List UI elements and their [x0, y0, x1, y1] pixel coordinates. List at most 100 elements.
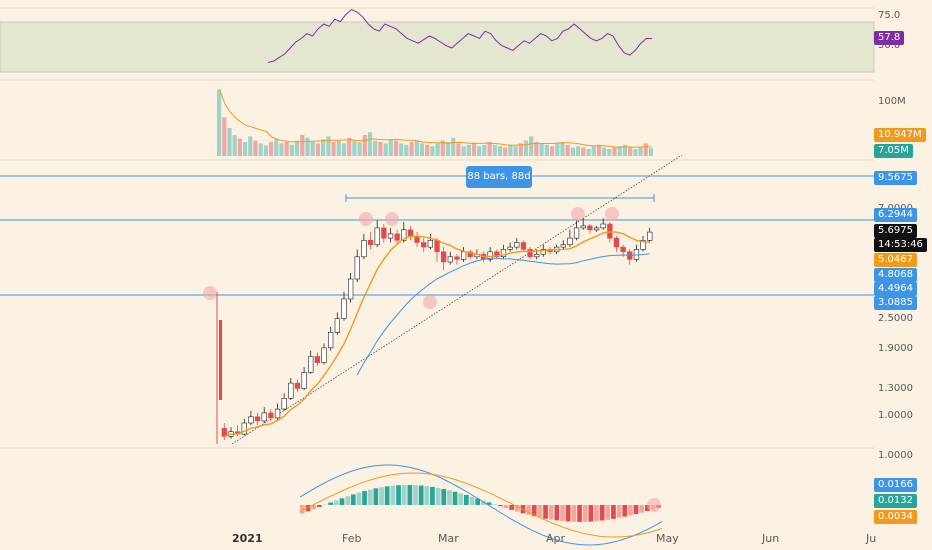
macd-histogram-bar	[594, 505, 599, 522]
pivot-marker	[423, 295, 437, 309]
volume-bar	[518, 143, 523, 156]
volume-bar	[508, 144, 513, 156]
candle-body	[407, 229, 414, 237]
measure-label: 88 bars, 88d	[466, 166, 532, 188]
volume-bar	[596, 144, 601, 156]
macd-histogram-bar	[560, 505, 565, 522]
volume-bar	[258, 143, 263, 156]
volume-bar	[362, 135, 367, 156]
volume-bar	[414, 140, 419, 156]
ma-short-line	[224, 231, 650, 438]
pivot-marker	[385, 212, 399, 226]
candle-body	[374, 227, 380, 246]
price-tag: 3.0885	[874, 296, 917, 310]
pivot-marker	[203, 286, 217, 300]
candle-body	[288, 382, 294, 399]
macd-tag: 0.0132	[874, 494, 917, 508]
price-tag: 14:53:46	[874, 238, 927, 252]
candle-body	[440, 251, 447, 263]
candle-body	[527, 249, 533, 257]
rsi-band	[0, 21, 875, 73]
macd-histogram-bar	[373, 488, 379, 505]
macd-line	[299, 464, 663, 546]
candle-body	[394, 233, 400, 241]
macd-histogram-bar	[486, 502, 492, 505]
rsi-line	[267, 9, 653, 63]
x-axis-label: Ju	[866, 532, 877, 545]
volume-bar	[321, 139, 326, 156]
volume-bar	[378, 142, 383, 156]
macd-histogram-bar	[300, 505, 305, 514]
candle-body	[540, 249, 546, 255]
volume-bar	[419, 143, 425, 156]
rsi-value-tag: 57.8	[874, 31, 905, 45]
price-tick: 1.9000	[878, 343, 913, 354]
candle-body	[308, 356, 314, 373]
candle-body	[620, 246, 626, 253]
volume-bar	[263, 145, 268, 156]
volume-bar	[523, 140, 529, 156]
candle-body	[354, 256, 360, 280]
volume-bar	[352, 140, 357, 156]
macd-histogram-bar	[481, 500, 486, 505]
volume-bar	[305, 137, 310, 156]
volume-bar	[576, 146, 581, 156]
macd-histogram-bar	[407, 485, 413, 505]
candle-body	[560, 244, 566, 248]
volume-bar	[555, 143, 560, 156]
volume-bar	[497, 146, 503, 156]
price-tag: 4.4964	[874, 282, 917, 296]
volume-bar	[445, 142, 451, 156]
macd-histogram-bar	[328, 502, 333, 505]
volume-bar	[461, 146, 466, 156]
pivot-marker	[359, 212, 373, 226]
candle-body	[573, 227, 580, 239]
macd-tick: 1.0000	[878, 450, 913, 461]
candle-body	[600, 223, 606, 229]
macd-histogram-bar	[333, 500, 339, 505]
macd-histogram-bar	[384, 486, 390, 505]
macd-histogram-bar	[554, 505, 560, 521]
volume-bar	[487, 142, 492, 156]
candle-body	[587, 225, 593, 231]
volume-bar	[544, 144, 549, 156]
macd-histogram-bar	[582, 505, 588, 522]
candle-body	[421, 242, 427, 248]
x-axis-label: 2021	[232, 532, 263, 545]
candle-body	[520, 242, 527, 250]
volume-bar	[456, 143, 461, 156]
candle-body	[580, 225, 586, 229]
volume-bar	[633, 149, 638, 156]
macd-histogram-bar	[526, 505, 531, 515]
candle-body	[241, 422, 247, 435]
volume-bar	[477, 146, 482, 156]
macd-histogram-bar	[588, 505, 594, 522]
macd-histogram-bar	[469, 496, 475, 505]
macd-histogram-bar	[339, 498, 345, 505]
macd-tag: 0.0166	[874, 478, 917, 492]
candle-body	[381, 227, 387, 239]
volume-bar	[539, 143, 544, 156]
volume-bar	[581, 147, 586, 156]
volume-bar	[279, 143, 284, 156]
volume-bar	[570, 147, 575, 156]
candle-body	[314, 356, 320, 363]
volume-bar	[217, 89, 222, 156]
volume-bar	[425, 144, 430, 156]
volume-bar	[347, 137, 352, 156]
x-axis-label: Mar	[438, 532, 459, 545]
volume-bar	[565, 144, 570, 156]
macd-histogram-bar	[435, 487, 441, 505]
macd-histogram-bar	[317, 505, 322, 507]
macd-histogram-bar	[639, 505, 645, 513]
candle-body	[401, 229, 407, 241]
volume-bar	[602, 147, 607, 156]
volume-bar	[482, 144, 487, 156]
macd-histogram-bar	[458, 493, 464, 505]
candle-body	[593, 227, 600, 231]
volume-bar	[492, 144, 497, 156]
macd-histogram-bar	[362, 491, 367, 505]
volume-bar	[440, 140, 445, 156]
volume-bar	[222, 117, 227, 156]
